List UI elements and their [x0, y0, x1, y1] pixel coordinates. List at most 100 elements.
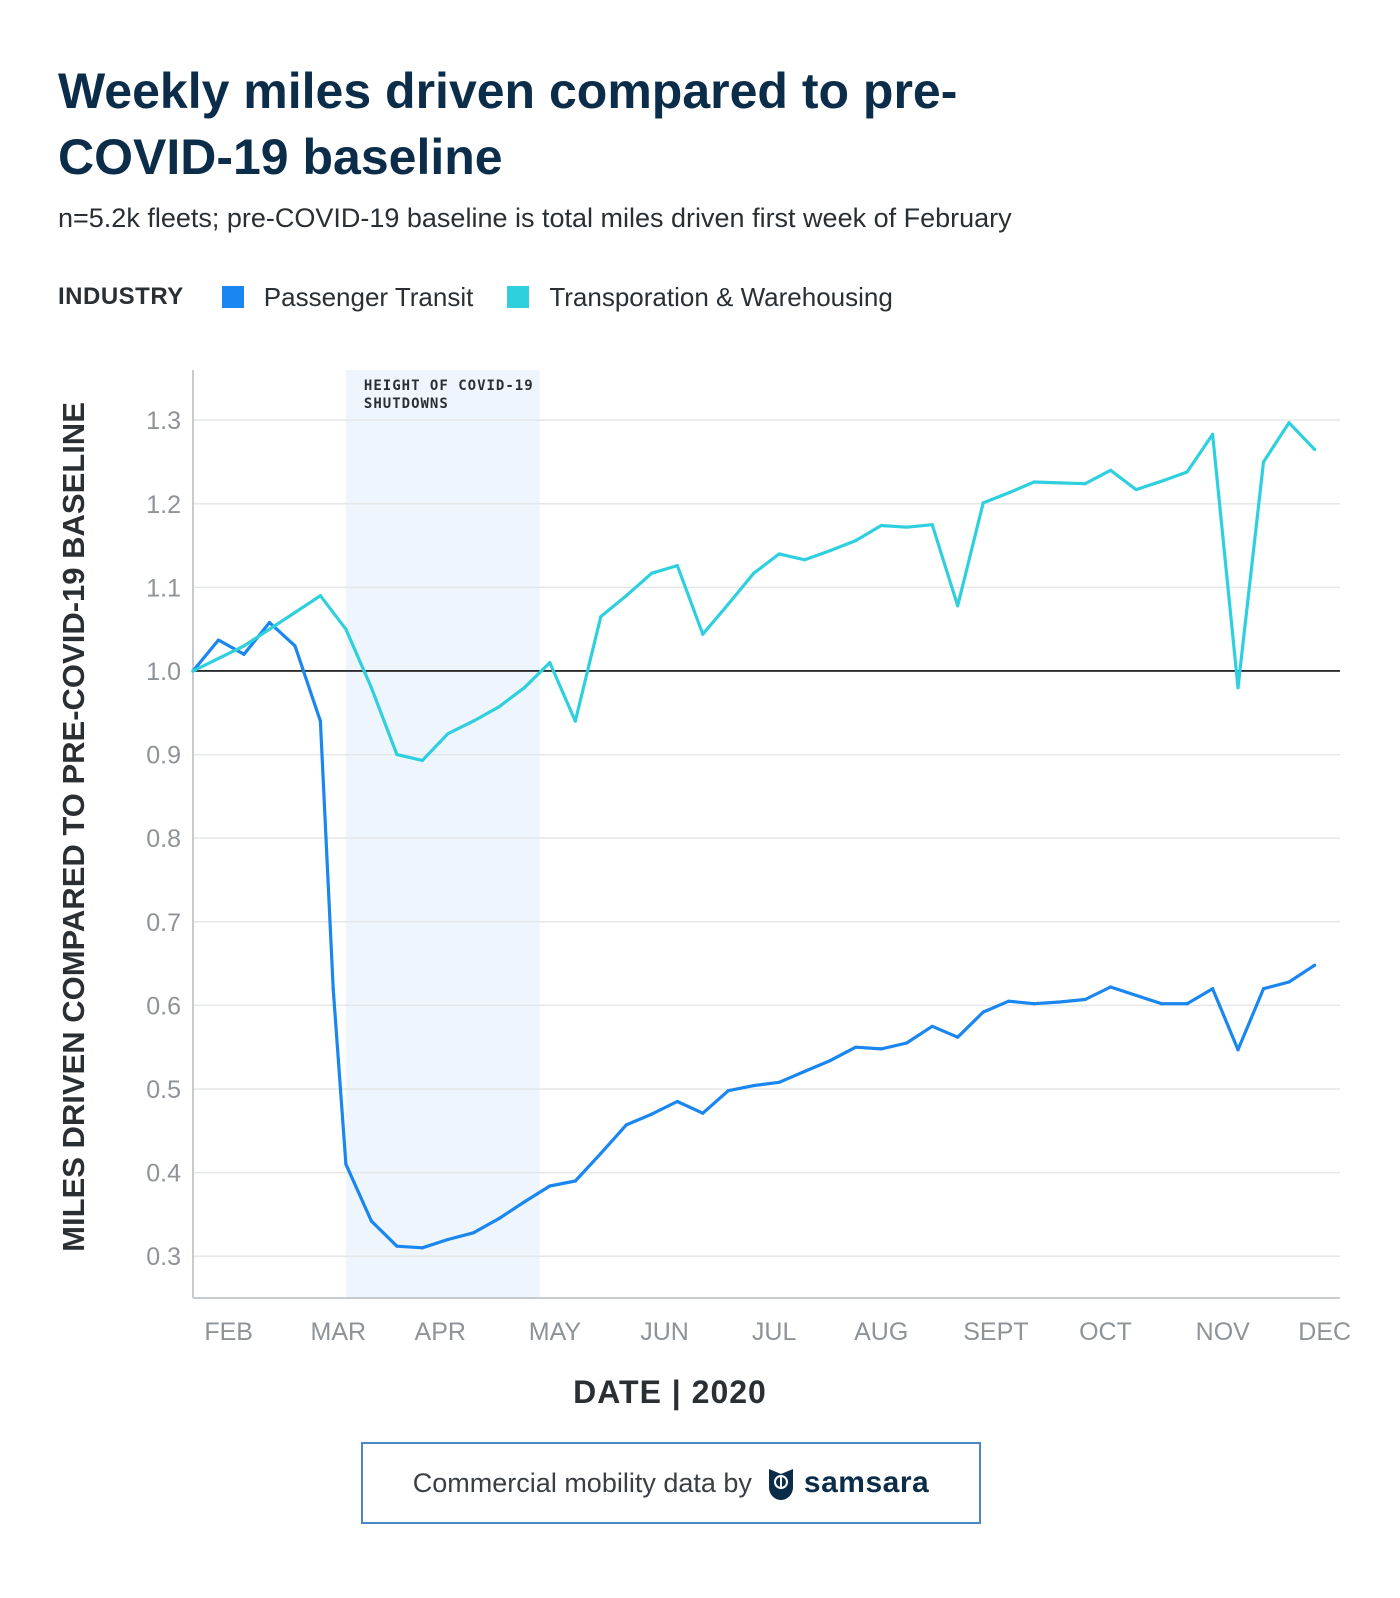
- data-point-transportation-warehousing: [191, 669, 195, 673]
- data-point-passenger-transit: [522, 1200, 526, 1204]
- data-point-passenger-transit: [369, 1219, 374, 1223]
- x-tick-label: JUN: [640, 1318, 689, 1346]
- chart-subtitle: n=5.2k fleets; pre-COVID-19 baseline is …: [58, 203, 1012, 233]
- x-tick-label: MAY: [529, 1318, 582, 1346]
- data-point-passenger-transit: [1109, 985, 1113, 989]
- data-point-passenger-transit: [1287, 980, 1291, 984]
- x-tick-label: MAR: [311, 1318, 367, 1346]
- y-tick-label: 0.3: [146, 1243, 181, 1271]
- data-point-transportation-warehousing: [318, 594, 323, 598]
- shutdown-band: [345, 370, 540, 1298]
- data-point-transportation-warehousing: [879, 523, 883, 528]
- data-point-transportation-warehousing: [344, 627, 348, 631]
- data-point-passenger-transit: [803, 1069, 807, 1074]
- data-point-passenger-transit: [726, 1089, 730, 1093]
- series-line-passenger-transit: [191, 620, 1317, 1250]
- data-point-transportation-warehousing: [1083, 482, 1087, 486]
- data-point-passenger-transit: [1007, 999, 1011, 1003]
- data-point-transportation-warehousing: [701, 632, 705, 636]
- data-point-passenger-transit: [331, 987, 335, 991]
- y-tick-label: 1.2: [146, 491, 181, 519]
- data-point-transportation-warehousing: [446, 732, 450, 736]
- data-point-passenger-transit: [471, 1231, 475, 1235]
- data-point-transportation-warehousing: [777, 552, 781, 556]
- y-tick-label: 1.1: [146, 574, 181, 602]
- chart-title: Weekly miles driven compared to pre-COVI…: [58, 63, 958, 185]
- y-tick-label: 0.4: [146, 1160, 181, 1188]
- data-point-passenger-transit: [497, 1216, 501, 1221]
- shutdown-annotation-line: SHUTDOWNS: [364, 396, 449, 412]
- data-point-transportation-warehousing: [930, 523, 934, 527]
- legend-swatch-transportation-warehousing: [507, 286, 530, 308]
- data-point-transportation-warehousing: [497, 705, 501, 709]
- y-tick-label: 0.5: [146, 1076, 181, 1104]
- y-tick-label: 0.8: [146, 825, 181, 853]
- data-point-transportation-warehousing: [1007, 491, 1011, 495]
- x-tick-label: APR: [415, 1318, 466, 1346]
- data-point-transportation-warehousing: [726, 602, 730, 606]
- data-point-transportation-warehousing: [548, 661, 552, 665]
- y-axis-title: MILES DRIVEN COMPARED TO PRE-COVID-19 BA…: [56, 402, 91, 1252]
- data-point-transportation-warehousing: [522, 686, 526, 690]
- data-point-passenger-transit: [216, 638, 221, 642]
- data-point-passenger-transit: [573, 1179, 577, 1183]
- data-point-passenger-transit: [905, 1041, 909, 1045]
- data-point-passenger-transit: [675, 1099, 679, 1104]
- data-point-transportation-warehousing: [369, 686, 374, 690]
- data-point-transportation-warehousing: [1032, 480, 1036, 484]
- x-tick-label: AUG: [854, 1318, 908, 1346]
- data-point-transportation-warehousing: [803, 558, 807, 562]
- data-point-passenger-transit: [395, 1244, 399, 1248]
- y-tick-label: 1.0: [146, 658, 181, 686]
- x-tick-label: FEB: [204, 1318, 253, 1346]
- shutdown-annotation-line: HEIGHT OF COVID-19: [364, 378, 534, 394]
- data-point-passenger-transit: [752, 1084, 756, 1088]
- data-point-transportation-warehousing: [420, 758, 424, 763]
- data-point-passenger-transit: [981, 1010, 985, 1014]
- data-point-transportation-warehousing: [1312, 447, 1317, 452]
- data-point-passenger-transit: [956, 1035, 960, 1039]
- data-point-passenger-transit: [1134, 993, 1138, 997]
- data-point-passenger-transit: [701, 1111, 705, 1115]
- data-point-transportation-warehousing: [293, 610, 297, 615]
- data-point-passenger-transit: [318, 719, 323, 723]
- data-point-passenger-transit: [1032, 1002, 1036, 1006]
- data-point-passenger-transit: [242, 652, 246, 656]
- legend-label-passenger-transit: Passenger Transit: [263, 281, 474, 312]
- x-tick-label: SEPT: [963, 1318, 1028, 1346]
- data-point-transportation-warehousing: [905, 525, 909, 529]
- data-point-transportation-warehousing: [1185, 470, 1189, 474]
- data-point-passenger-transit: [930, 1024, 934, 1028]
- samsara-owl-icon: [768, 1469, 793, 1500]
- data-point-transportation-warehousing: [854, 538, 858, 543]
- data-point-passenger-transit: [548, 1184, 552, 1188]
- legend-label-transportation-warehousing: Transporation & Warehousing: [549, 281, 893, 312]
- data-point-transportation-warehousing: [752, 571, 756, 575]
- footer-attribution: Commercial mobility data by samsara: [361, 1442, 981, 1524]
- data-point-transportation-warehousing: [267, 627, 272, 631]
- data-point-transportation-warehousing: [956, 604, 960, 608]
- data-point-transportation-warehousing: [1109, 468, 1113, 472]
- data-point-passenger-transit: [1210, 987, 1215, 991]
- data-point-passenger-transit: [1083, 997, 1087, 1002]
- data-point-transportation-warehousing: [828, 548, 832, 553]
- y-tick-label: 0.7: [146, 909, 181, 937]
- data-point-transportation-warehousing: [1134, 487, 1138, 492]
- legend-item-passenger-transit: Passenger Transit: [221, 281, 474, 313]
- x-axis-title: DATE | 2020: [573, 1374, 767, 1410]
- data-point-passenger-transit: [420, 1246, 424, 1250]
- y-tick-label: 0.9: [146, 742, 181, 770]
- data-point-passenger-transit: [1236, 1048, 1240, 1052]
- data-point-passenger-transit: [624, 1123, 628, 1127]
- data-point-transportation-warehousing: [395, 752, 399, 757]
- data-point-transportation-warehousing: [242, 644, 246, 648]
- x-tick-label: OCT: [1079, 1318, 1132, 1346]
- legend-item-transportation-warehousing: Transporation & Warehousing: [507, 281, 893, 313]
- footer-text: Commercial mobility data by: [412, 1467, 752, 1498]
- legend-swatch-passenger-transit: [221, 286, 244, 308]
- data-point-passenger-transit: [1058, 1000, 1062, 1004]
- x-tick-label: NOV: [1196, 1318, 1251, 1346]
- data-point-transportation-warehousing: [1287, 421, 1291, 425]
- data-point-transportation-warehousing: [650, 571, 654, 575]
- data-point-passenger-transit: [1185, 1002, 1189, 1006]
